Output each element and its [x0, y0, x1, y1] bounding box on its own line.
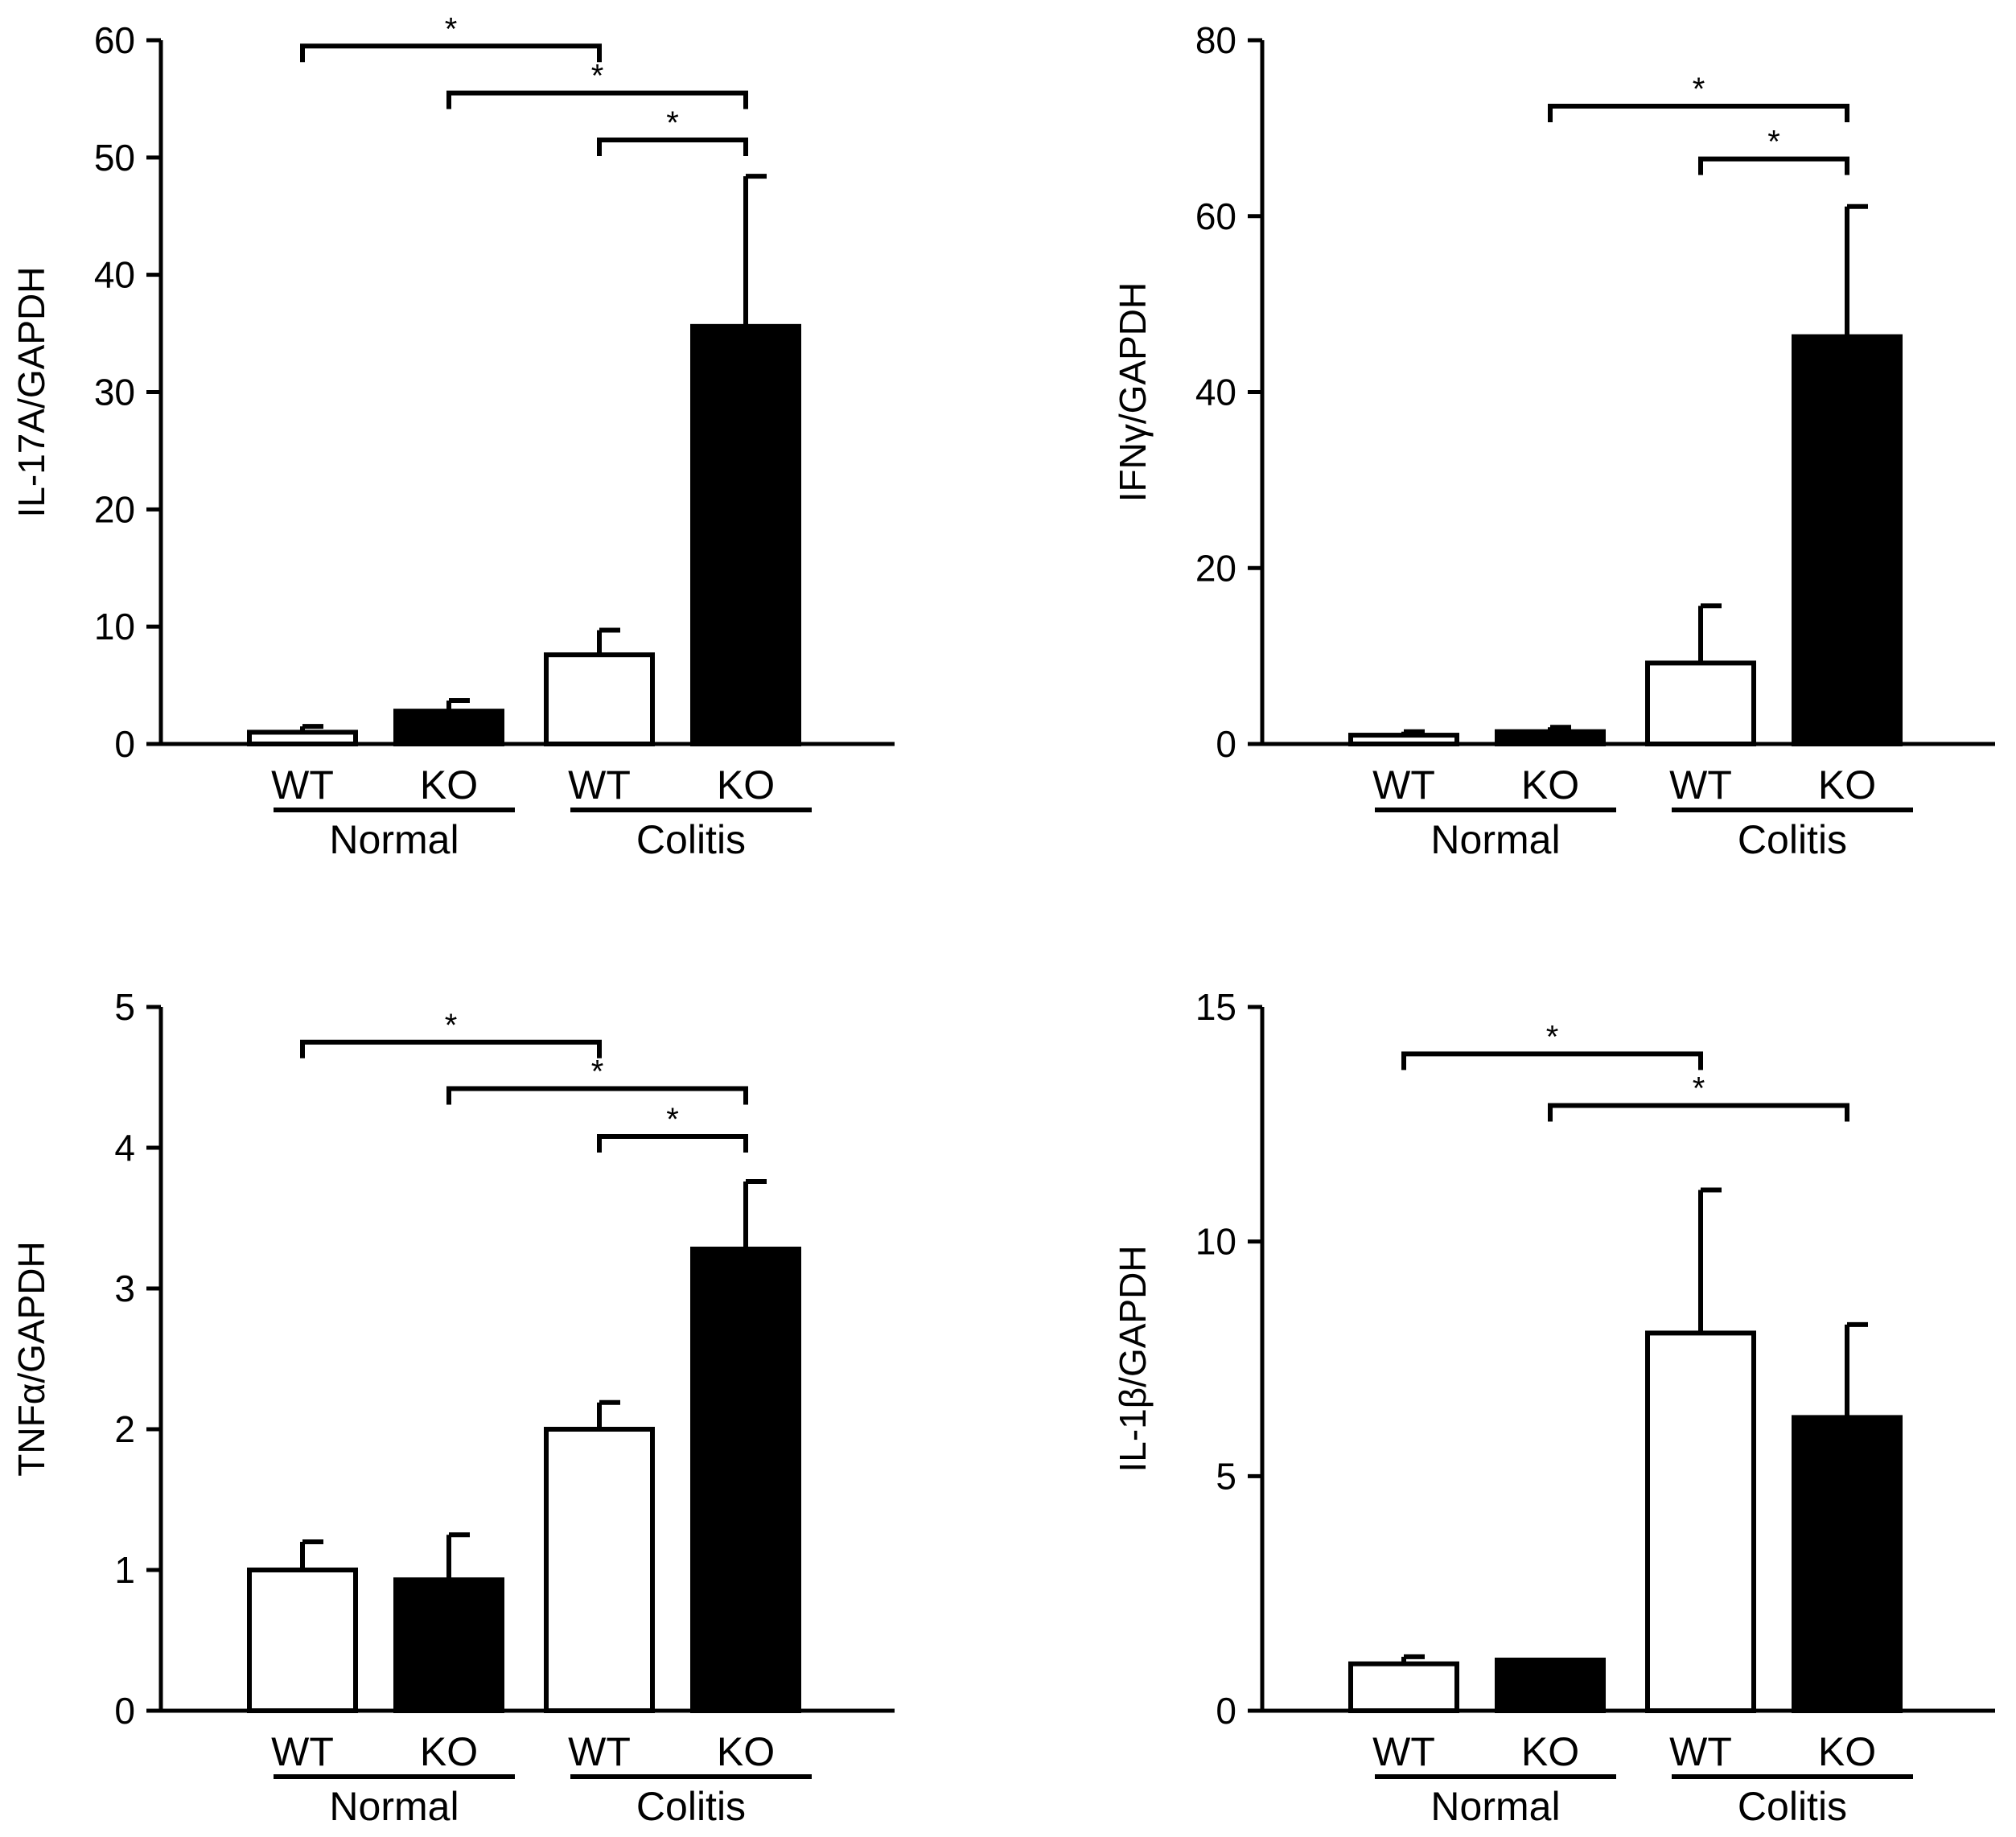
x-group-label: Colitis	[1738, 1784, 1847, 1829]
y-tick-label: 0	[1216, 1690, 1236, 1732]
y-tick-label: 10	[94, 606, 135, 647]
y-tick-label: 2	[114, 1408, 135, 1450]
y-tick-label: 60	[94, 19, 135, 61]
y-tick-label: 40	[1195, 372, 1236, 413]
y-tick-label: 60	[1195, 195, 1236, 237]
bar-ko-normal	[393, 1577, 504, 1713]
x-group-label: Colitis	[636, 1784, 746, 1829]
x-group-label: Normal	[329, 817, 459, 862]
x-group-label: Normal	[329, 1784, 459, 1829]
y-tick-label: 1	[114, 1549, 135, 1591]
y-tick-label: 20	[1195, 547, 1236, 589]
chart-panel-ifng: 0 20 40 60 80 IFNγ/GAPDH WT KO WT KO Normal Colitis…	[1112, 19, 1995, 862]
significance-star: *	[1767, 125, 1780, 160]
significance-bracket	[300, 43, 602, 63]
x-category-label: WT	[1669, 1729, 1732, 1774]
x-category-label: WT	[1372, 1729, 1435, 1774]
bar-ko-normal	[1495, 1658, 1606, 1713]
bar-ko-colitis	[690, 323, 801, 747]
x-category-label: KO	[717, 1729, 775, 1774]
significance-bracket	[1401, 1051, 1703, 1071]
bar-ko-colitis	[1792, 1415, 1903, 1713]
bar-ko-normal	[1495, 729, 1606, 746]
y-tick-label: 15	[1195, 986, 1236, 1028]
y-axis-label: IL-1β/GAPDH	[1112, 1245, 1154, 1472]
x-category-label: WT	[1372, 762, 1435, 808]
bar-wt-normal	[1348, 1661, 1459, 1714]
bar-ko-normal	[393, 709, 504, 747]
y-tick-label: 40	[94, 254, 135, 296]
y-tick-label: 10	[1195, 1221, 1236, 1263]
chart-panel-il1b: 0 5 10 15 IL-1β/GAPDH WT KO WT KO Normal Colitis * *	[1112, 986, 1995, 1829]
significance-star: *	[445, 11, 458, 47]
x-category-label: KO	[1521, 762, 1579, 808]
significance-bracket	[446, 90, 748, 109]
x-category-label: KO	[420, 1729, 478, 1774]
x-category-label: KO	[717, 762, 775, 808]
y-tick-label: 4	[114, 1127, 135, 1169]
y-tick-label: 80	[1195, 19, 1236, 61]
x-category-label: WT	[1669, 762, 1732, 808]
y-axis-label: TNFα/GAPDH	[10, 1241, 52, 1476]
significance-bracket	[1548, 104, 1849, 123]
x-category-label: KO	[1818, 1729, 1876, 1774]
y-tick-label: 3	[114, 1268, 135, 1309]
x-group-label: Colitis	[1738, 817, 1847, 862]
significance-bracket	[1548, 1103, 1849, 1122]
y-tick-label: 5	[114, 986, 135, 1028]
x-category-label: WT	[568, 1729, 631, 1774]
bar-ko-colitis	[1792, 334, 1903, 746]
significance-bracket	[300, 1039, 602, 1058]
x-group-label: Normal	[1430, 1784, 1560, 1829]
chart-panel-tnfa: 0 1 2 3 4 5 TNFα/GAPDH WT KO WT KO Normal Colitis * * *	[10, 986, 895, 1829]
bar-wt-normal	[247, 1568, 358, 1713]
x-category-label: WT	[568, 762, 631, 808]
bar-wt-colitis	[544, 1427, 655, 1713]
bar-wt-colitis	[1645, 1330, 1756, 1713]
significance-star: *	[666, 105, 679, 141]
y-tick-label: 0	[1216, 723, 1236, 765]
y-tick-label: 20	[94, 488, 135, 530]
significance-star: *	[1693, 72, 1705, 107]
significance-bracket	[597, 1134, 748, 1153]
significance-bracket	[1698, 156, 1849, 175]
significance-star: *	[1693, 1071, 1705, 1107]
y-tick-label: 5	[1216, 1455, 1236, 1497]
y-tick-label: 0	[114, 723, 135, 765]
bar-wt-normal	[247, 729, 358, 747]
x-category-label: KO	[420, 762, 478, 808]
significance-star: *	[445, 1008, 458, 1043]
significance-bracket	[597, 137, 748, 156]
bar-wt-colitis	[1645, 660, 1756, 746]
chart-panel-il17a: 0 10 20 30 40 50 60 IL-17A/GAPDH WT KO WT KO Normal C…	[10, 11, 895, 862]
x-category-label: WT	[271, 1729, 334, 1774]
y-tick-label: 30	[94, 372, 135, 413]
significance-star: *	[1546, 1019, 1559, 1054]
y-tick-label: 50	[94, 137, 135, 179]
bar-ko-colitis	[690, 1247, 801, 1713]
y-axis-label: IL-17A/GAPDH	[10, 267, 52, 518]
y-tick-label: 0	[114, 1690, 135, 1732]
bar-wt-normal	[1348, 733, 1459, 746]
x-category-label: KO	[1818, 762, 1876, 808]
x-group-label: Normal	[1430, 817, 1560, 862]
x-category-label: KO	[1521, 1729, 1579, 1774]
significance-bracket	[446, 1086, 748, 1105]
significance-star: *	[591, 59, 604, 94]
y-axis-label: IFNγ/GAPDH	[1112, 282, 1154, 502]
x-category-label: WT	[271, 762, 334, 808]
significance-star: *	[591, 1054, 604, 1090]
x-group-label: Colitis	[636, 817, 746, 862]
bar-wt-colitis	[544, 652, 655, 747]
significance-star: *	[666, 1102, 679, 1137]
